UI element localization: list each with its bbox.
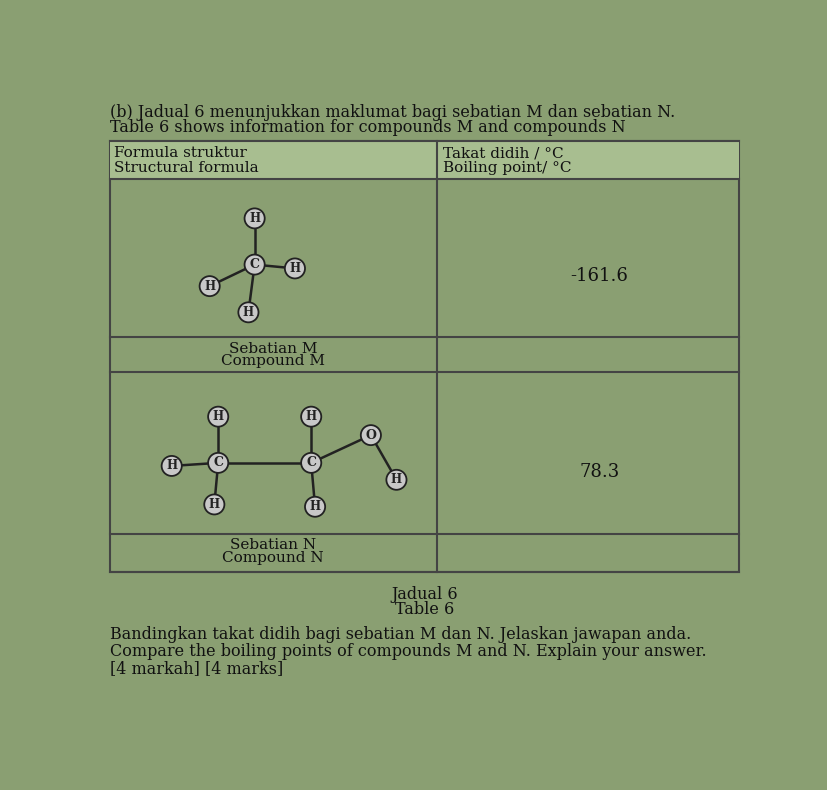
Text: H: H — [204, 280, 215, 292]
Circle shape — [199, 276, 219, 296]
Text: Compound M: Compound M — [221, 354, 325, 368]
Text: Sebatian M: Sebatian M — [229, 342, 317, 356]
Circle shape — [204, 495, 224, 514]
Text: Takat didih / °C: Takat didih / °C — [442, 146, 563, 160]
Text: Compare the boiling points of compounds M and N. Explain your answer.: Compare the boiling points of compounds … — [109, 643, 705, 660]
Circle shape — [161, 456, 182, 476]
Text: C: C — [249, 258, 260, 271]
Text: O: O — [365, 429, 375, 442]
Circle shape — [301, 453, 321, 473]
Bar — [109, 141, 436, 179]
Text: H: H — [289, 262, 300, 275]
Text: Sebatian N: Sebatian N — [230, 538, 316, 552]
Bar — [109, 141, 739, 572]
Circle shape — [244, 254, 265, 275]
Circle shape — [238, 303, 258, 322]
Text: Boiling point/ °C: Boiling point/ °C — [442, 161, 571, 175]
Bar — [436, 141, 739, 179]
Text: H: H — [305, 410, 317, 423]
Text: Table 6: Table 6 — [394, 601, 453, 619]
Circle shape — [304, 497, 325, 517]
Text: Structural formula: Structural formula — [114, 161, 259, 175]
Text: C: C — [213, 457, 223, 469]
Text: H: H — [390, 473, 402, 487]
Text: H: H — [166, 460, 177, 472]
Circle shape — [361, 425, 380, 445]
Text: [4 markah] [4 marks]: [4 markah] [4 marks] — [109, 660, 283, 677]
Text: H: H — [208, 498, 220, 511]
Circle shape — [208, 453, 228, 473]
Text: Jadual 6: Jadual 6 — [390, 586, 457, 603]
Text: 78.3: 78.3 — [579, 463, 619, 481]
Circle shape — [244, 209, 265, 228]
Text: Bandingkan takat didih bagi sebatian M dan N. Jelaskan jawapan anda.: Bandingkan takat didih bagi sebatian M d… — [109, 626, 690, 643]
Text: H: H — [242, 306, 254, 319]
Text: Compound N: Compound N — [222, 551, 323, 565]
Text: H: H — [213, 410, 223, 423]
Text: H: H — [249, 212, 260, 225]
Circle shape — [301, 407, 321, 427]
Text: Formula struktur: Formula struktur — [114, 146, 247, 160]
Circle shape — [208, 407, 228, 427]
Text: H: H — [309, 500, 320, 514]
Text: C: C — [306, 457, 316, 469]
Text: Table 6 shows information for compounds M and compounds N: Table 6 shows information for compounds … — [109, 119, 624, 137]
Text: (b) Jadual 6 menunjukkan maklumat bagi sebatian M dan sebatian N.: (b) Jadual 6 menunjukkan maklumat bagi s… — [109, 104, 674, 121]
Circle shape — [284, 258, 304, 278]
Circle shape — [386, 470, 406, 490]
Text: -161.6: -161.6 — [570, 267, 628, 284]
